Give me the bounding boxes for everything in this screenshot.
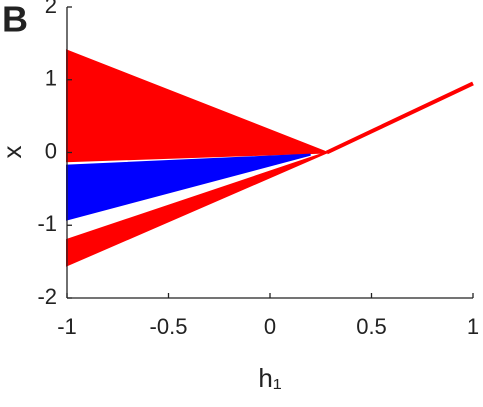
y-tick-label: 2 (45, 0, 57, 18)
y-axis-label: x (0, 146, 27, 159)
y-tick-label: -2 (37, 284, 57, 309)
x-tick-label: 0 (264, 314, 276, 339)
line (325, 81, 474, 155)
panel-label: B (2, 0, 28, 40)
y-tick-label: -1 (37, 211, 57, 236)
x-tick-label: 1 (467, 314, 479, 339)
band (66, 49, 328, 163)
x-axis-label: h₁ (258, 363, 281, 393)
x-tick-label: -0.5 (150, 314, 188, 339)
y-tick-label: 1 (45, 66, 57, 91)
x-tick-label: -1 (57, 314, 77, 339)
x-tick-label: 0.5 (356, 314, 387, 339)
y-tick-label: 0 (45, 138, 57, 163)
